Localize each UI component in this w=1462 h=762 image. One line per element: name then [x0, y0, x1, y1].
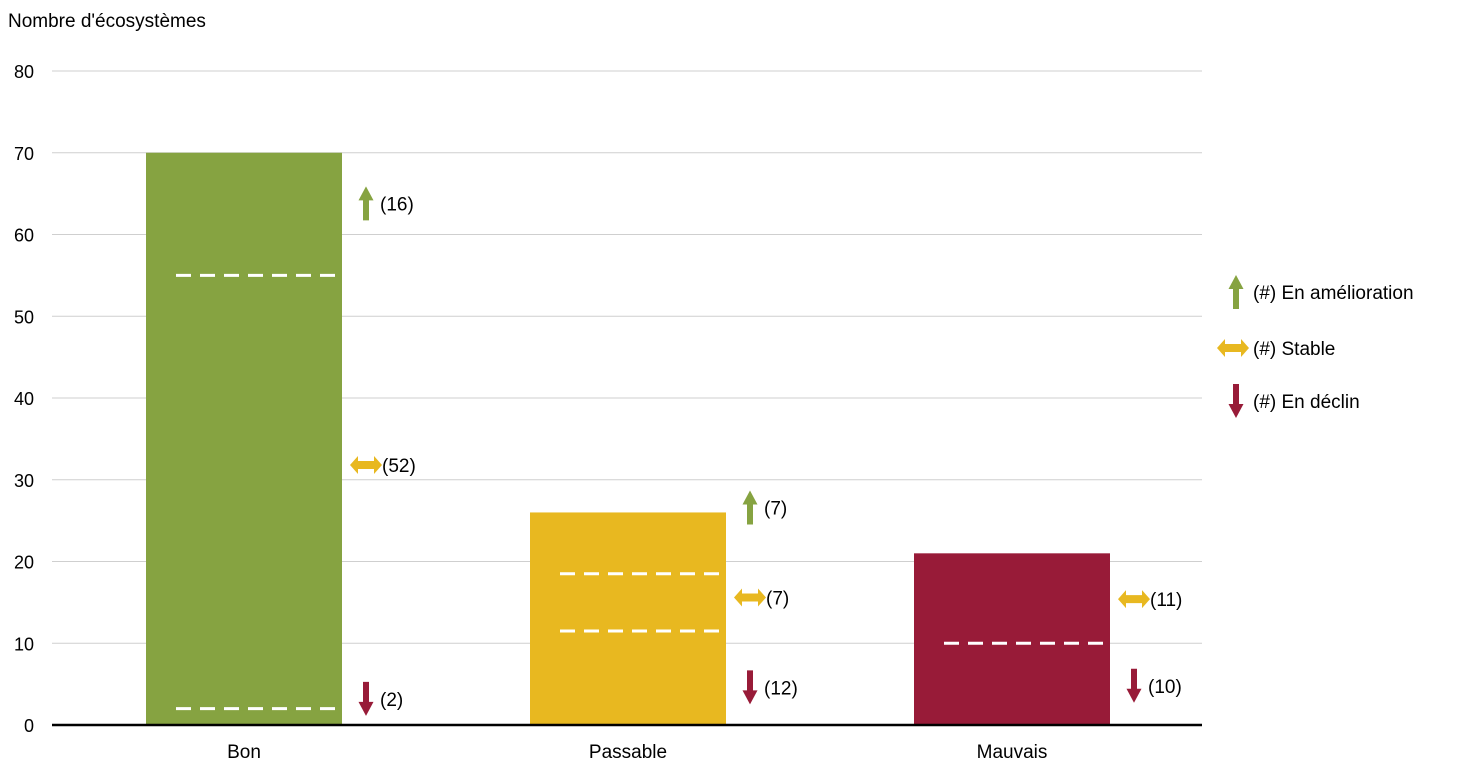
x-tick-labels: Bon Passable Mauvais — [227, 742, 1047, 762]
legend: (#) En amélioration (#) Stable (#) En décl… — [1217, 275, 1414, 418]
y-tick-label: 60 — [14, 226, 34, 246]
arrow-up-icon — [1228, 275, 1244, 309]
y-tick-label: 40 — [14, 389, 34, 409]
arrow-down-icon — [1228, 384, 1244, 418]
legend-label-improving: (#) En amélioration — [1253, 283, 1414, 304]
arrow-down-icon — [358, 681, 374, 716]
bars — [146, 152, 1110, 725]
bar-mauvais — [914, 553, 1110, 725]
y-tick-label: 10 — [14, 634, 34, 654]
arrow-left-right-icon — [350, 456, 382, 475]
y-tick-label: 20 — [14, 553, 34, 573]
y-tick-labels: 0 10 20 30 40 50 60 70 80 — [14, 62, 34, 736]
arrow-up-icon — [742, 490, 758, 525]
y-axis-title: Nombre d'écosystèmes — [8, 11, 206, 32]
trend-label-declining: (12) — [764, 678, 798, 699]
legend-label-stable: (#) Stable — [1253, 339, 1335, 360]
bar-passable — [530, 512, 726, 725]
trend-markers: (16) (52) (2) (7) (7) (12) (11) (10) — [350, 186, 1182, 716]
y-tick-label: 50 — [14, 307, 34, 327]
bar-bon — [146, 152, 342, 725]
trend-label-improving: (7) — [764, 499, 787, 520]
trend-label-declining: (2) — [380, 690, 403, 711]
arrow-left-right-icon — [1217, 339, 1249, 357]
x-tick-label: Bon — [227, 742, 261, 762]
x-tick-label: Mauvais — [977, 742, 1048, 762]
trend-label-improving: (16) — [380, 194, 414, 215]
y-tick-label: 80 — [14, 62, 34, 82]
arrow-left-right-icon — [734, 588, 766, 607]
y-tick-label: 0 — [24, 716, 34, 736]
y-tick-label: 70 — [14, 144, 34, 164]
trend-label-stable: (11) — [1150, 590, 1182, 611]
x-tick-label: Passable — [589, 742, 667, 762]
arrow-left-right-icon — [1118, 590, 1150, 609]
trend-label-declining: (10) — [1148, 677, 1182, 698]
arrow-up-icon — [358, 186, 374, 221]
trend-label-stable: (52) — [382, 456, 416, 477]
arrow-down-icon — [742, 670, 758, 705]
y-tick-label: 30 — [14, 471, 34, 491]
arrow-down-icon — [1126, 668, 1142, 703]
legend-label-declining: (#) En déclin — [1253, 392, 1360, 413]
trend-label-stable: (7) — [766, 588, 789, 609]
segment-dividers — [176, 273, 1107, 711]
